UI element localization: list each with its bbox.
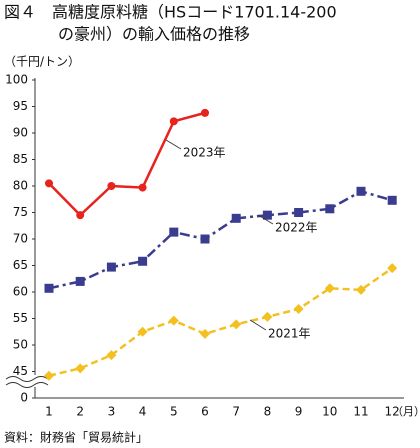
series-label: 2022年: [275, 221, 318, 235]
marker: [262, 210, 272, 220]
marker: [294, 208, 304, 217]
x-tick-label: 6: [201, 405, 209, 419]
marker: [200, 328, 210, 339]
marker: [44, 283, 54, 293]
y-tick-label: 90: [13, 126, 28, 140]
y-tick-label: 0: [20, 391, 28, 405]
marker: [201, 108, 209, 117]
label-leader: [165, 139, 182, 150]
marker: [45, 179, 53, 188]
x-axis-unit: （月）: [392, 405, 420, 418]
marker: [231, 319, 242, 330]
marker: [106, 262, 116, 272]
marker: [106, 350, 117, 361]
chart-title: 図４ 高糖度原料糖（HSコード1701.14-200: [4, 3, 337, 22]
x-tick-label: 10: [322, 405, 337, 419]
y-tick-label: 70: [13, 232, 28, 246]
marker: [76, 211, 85, 220]
marker: [75, 276, 85, 286]
y-tick-label: 85: [13, 152, 28, 166]
series-label: 2021年: [268, 327, 311, 341]
y-tick-label: 60: [13, 285, 28, 299]
x-tick-label: 9: [295, 405, 303, 419]
source: 資料：財務省「貿易統計」: [4, 430, 148, 445]
x-tick-label: 8: [264, 405, 272, 419]
marker: [107, 182, 116, 190]
marker: [356, 284, 366, 295]
y-tick-label: 50: [13, 338, 28, 352]
x-tick-label: 3: [108, 405, 116, 419]
marker: [75, 363, 86, 374]
x-tick-label: 11: [353, 405, 368, 419]
marker: [169, 227, 179, 237]
marker: [168, 315, 179, 326]
marker: [138, 183, 147, 192]
marker: [324, 283, 335, 294]
marker: [138, 256, 148, 266]
label-leader: [257, 214, 274, 225]
series-label: 2023年: [183, 146, 226, 160]
y-tick-label: 65: [13, 258, 28, 272]
marker: [356, 186, 366, 196]
marker: [137, 326, 148, 337]
y-tick-label: 80: [13, 179, 28, 193]
marker: [387, 263, 398, 274]
marker: [200, 234, 210, 244]
marker: [231, 213, 241, 223]
y-tick-label: 75: [13, 205, 28, 219]
marker: [169, 117, 178, 126]
marker: [387, 195, 397, 205]
y-tick-label: 45: [13, 364, 28, 378]
x-tick-label: 12: [385, 405, 400, 419]
marker: [293, 303, 304, 314]
marker: [262, 311, 273, 322]
x-tick-label: 5: [170, 405, 178, 419]
y-tick-label: 95: [13, 99, 28, 113]
y-tick-label: 100: [5, 73, 28, 87]
series-line: [48, 111, 206, 217]
y-axis-unit: （千円/トン）: [4, 55, 80, 69]
chart-title: の豪州）の輸入価格の推移: [58, 25, 250, 44]
x-tick-label: 7: [232, 405, 240, 419]
marker: [44, 370, 54, 381]
x-tick-label: 2: [76, 405, 84, 419]
marker: [325, 204, 335, 214]
axis-break: [4, 375, 49, 388]
series-line: [48, 267, 393, 377]
x-tick-label: 1: [45, 405, 53, 419]
series-line: [48, 189, 393, 290]
label-leader: [249, 319, 267, 331]
x-tick-label: 4: [139, 405, 147, 419]
y-tick-label: 55: [13, 311, 28, 325]
